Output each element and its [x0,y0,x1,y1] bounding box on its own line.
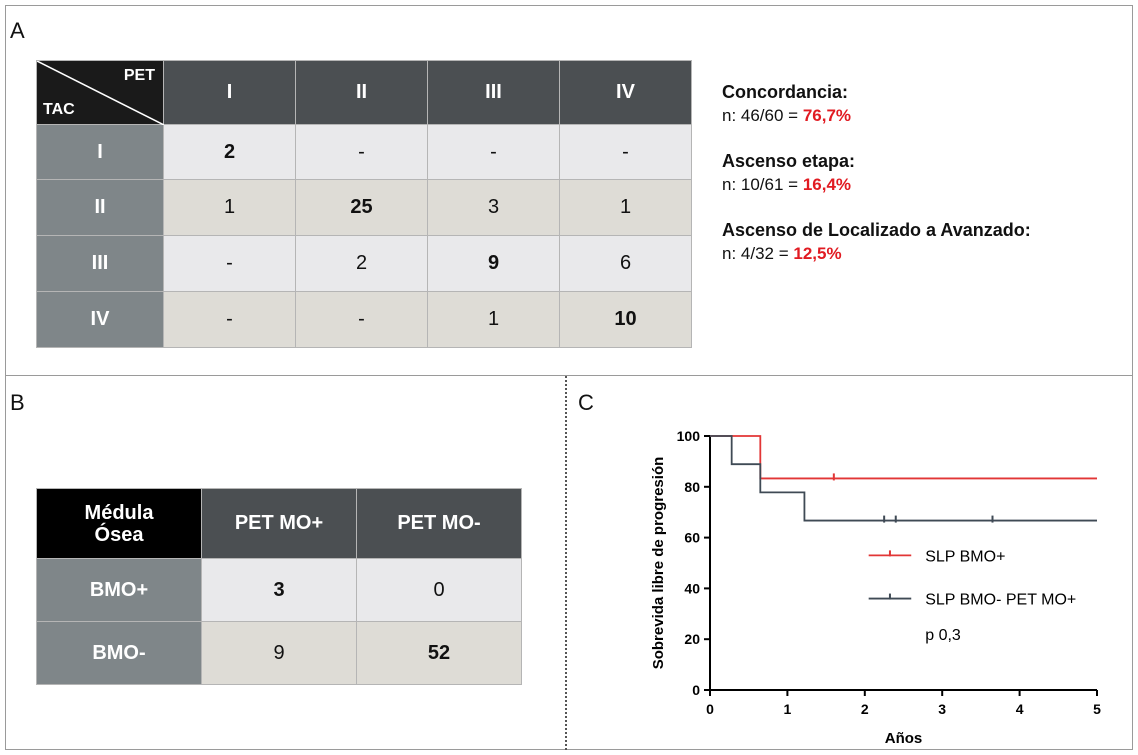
row-header: I [36,124,164,180]
vertical-separator [565,376,567,750]
table-cell: - [295,124,428,180]
table-cell: 6 [559,235,692,292]
col-header: PET MO+ [201,488,357,559]
panel-label-b: B [10,390,25,415]
stat-title: Ascenso de Localizado a Avanzado: [722,220,1031,240]
table-row: BMO+ 3 0 [36,558,522,622]
x-tick-label: 4 [1016,701,1024,717]
table-row: I 2 - - - [36,124,692,180]
panel-label-a: A [10,18,25,43]
stats-block: Concordancia: n: 46/60 = 76,7% Ascenso e… [722,80,1031,287]
row-header: II [36,179,164,236]
x-tick-label: 2 [861,701,869,717]
table-row: BMO- 9 52 [36,621,522,685]
table-cell: 10 [559,291,692,348]
x-tick-label: 0 [706,701,714,717]
table-cell: 2 [163,124,296,180]
stat-line: n: 4/32 = 12,5% [722,242,1031,266]
corner-label-tac: TAC [43,101,75,118]
y-tick-label: 100 [677,428,701,444]
table-cell: - [427,124,560,180]
pet-tac-table: PET TAC I II III IV I 2 - - - II 1 25 3 … [36,60,692,348]
y-tick-label: 20 [684,631,700,647]
medula-osea-table: Médula Ósea PET MO+ PET MO- BMO+ 3 0 BMO-… [36,488,522,685]
table-cell: 1 [163,179,296,236]
row-header: IV [36,291,164,348]
stat-concordancia: Concordancia: n: 46/60 = 76,7% [722,80,1031,128]
x-tick-label: 5 [1093,701,1101,717]
stat-value: 76,7% [802,106,852,125]
table-cell: 1 [427,291,560,348]
y-tick-label: 60 [684,530,700,546]
row-header: BMO- [36,621,202,685]
y-axis-label: Sobrevida libre de progresión [650,457,667,670]
col-header: IV [559,60,692,125]
stat-prefix: n: 46/60 = [722,106,803,125]
y-tick-label: 40 [684,580,700,596]
y-tick-label: 0 [692,682,700,698]
table-cell: 25 [295,179,428,236]
y-tick-label: 80 [684,479,700,495]
series-line-2 [710,435,1097,522]
legend-label: SLP BMO- PET MO+ [925,592,1076,609]
col-header: III [427,60,560,125]
stat-line: n: 46/60 = 76,7% [722,104,1031,128]
table-cell: - [163,235,296,292]
p-value-annotation: p 0,3 [925,627,961,644]
table-corner-header: PET TAC [36,60,164,125]
table-row: III - 2 9 6 [36,235,692,292]
x-tick-label: 3 [938,701,946,717]
legend-label: SLP BMO+ [925,548,1005,565]
table-row: IV - - 1 10 [36,291,692,348]
table-cell: - [559,124,692,180]
table-cell: 9 [427,235,560,292]
stat-title: Ascenso etapa: [722,151,856,171]
x-axis-label: Años [885,730,923,747]
col-header: II [295,60,428,125]
stat-prefix: n: 4/32 = [722,244,794,263]
panel-label-c: C [578,390,594,415]
table-cell: - [295,291,428,348]
stat-title: Concordancia: [722,82,849,102]
stat-value: 16,4% [802,175,852,194]
series-line-1 [710,435,1097,480]
table-cell: 9 [201,621,357,685]
table-row: II 1 25 3 1 [36,179,692,236]
col-header: I [163,60,296,125]
diagonal-divider [37,61,164,125]
col-header: PET MO- [356,488,522,559]
table-cell: 1 [559,179,692,236]
row-header: III [36,235,164,292]
stat-ascenso-localizado: Ascenso de Localizado a Avanzado: n: 4/3… [722,218,1031,266]
table-cell: 3 [201,558,357,622]
table-cell: 2 [295,235,428,292]
table-cell: 0 [356,558,522,622]
corner-line-1: Médula [84,501,154,524]
horizontal-separator [5,375,1133,376]
stat-prefix: n: 10/61 = [722,175,803,194]
x-tick-label: 1 [784,701,792,717]
corner-line-2: Ósea [94,523,144,546]
table-cell: - [163,291,296,348]
corner-label-pet: PET [123,67,155,84]
stat-value: 12,5% [793,244,842,263]
stat-line: n: 10/61 = 16,4% [722,173,1031,197]
survival-chart: 0 20 40 60 80 100 0 1 2 3 4 5 Años Sobrevida libre de… [650,428,1101,747]
table-cell: 3 [427,179,560,236]
table-corner-header: Médula Ósea [36,488,202,559]
figure-frame [5,5,1133,750]
table-cell: 52 [356,621,522,685]
stat-ascenso-etapa: Ascenso etapa: n: 10/61 = 16,4% [722,149,1031,197]
row-header: BMO+ [36,558,202,622]
